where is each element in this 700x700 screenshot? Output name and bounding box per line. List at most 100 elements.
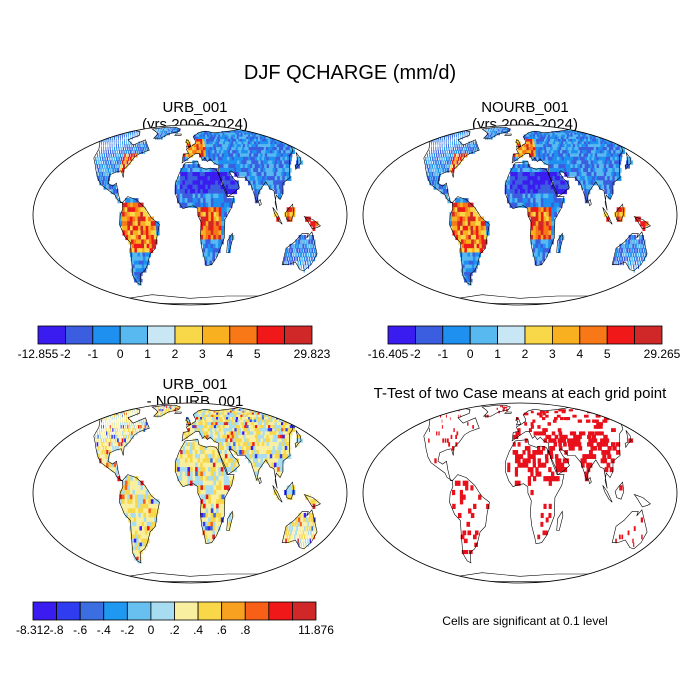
grid-cell	[107, 139, 109, 143]
grid-cell	[132, 489, 136, 496]
grid-cell	[540, 234, 544, 241]
grid-cell	[553, 202, 558, 208]
grid-cell	[247, 156, 252, 162]
grid-cell	[565, 153, 570, 158]
grid-cell	[133, 412, 135, 416]
grid-cell	[416, 132, 420, 136]
grid-cell	[174, 406, 176, 409]
grid-cell	[579, 150, 585, 155]
grid-cell	[187, 462, 191, 468]
grid-cell	[202, 471, 207, 477]
grid-cell	[102, 434, 104, 440]
grid-cell	[463, 268, 468, 273]
grid-cell	[205, 136, 209, 140]
grid-cell	[126, 431, 129, 436]
grid-cell	[296, 136, 303, 140]
grid-cell	[129, 134, 131, 138]
grid-cell	[276, 412, 282, 416]
grid-cell	[187, 147, 191, 151]
grid-cell	[208, 417, 212, 421]
grid-cell	[599, 132, 606, 136]
grid-cell	[231, 419, 236, 423]
grid-cell	[538, 202, 542, 208]
grid-cell	[195, 198, 199, 204]
grid-cell	[456, 132, 458, 136]
grid-cell	[103, 409, 106, 412]
grid-cell	[129, 156, 132, 162]
grid-cell	[222, 414, 227, 418]
grid-cell	[552, 141, 557, 145]
grid-cell	[434, 168, 437, 173]
grid-cell	[258, 431, 263, 436]
grid-cell	[203, 489, 207, 496]
grid-cell	[419, 134, 422, 138]
grid-cell	[109, 438, 112, 443]
grid-cell	[279, 136, 285, 140]
grid-cell	[193, 414, 197, 418]
grid-cell	[160, 414, 163, 418]
grid-cell	[526, 139, 529, 143]
grid-cell	[196, 428, 200, 433]
grid-cell	[279, 168, 285, 173]
grid-cell	[259, 434, 264, 440]
grid-cell	[216, 147, 220, 151]
grid-cell	[537, 243, 541, 249]
grid-cell	[99, 410, 102, 414]
grid-cell	[92, 132, 95, 136]
grid-cell	[530, 207, 534, 213]
grid-cell	[621, 134, 628, 138]
grid-cell	[618, 136, 625, 140]
grid-cell	[200, 147, 204, 151]
grid-cell	[461, 153, 463, 158]
grid-cell	[627, 239, 631, 245]
grid-cell	[205, 198, 209, 204]
grid-cell	[599, 164, 604, 169]
grid-cell	[185, 450, 189, 455]
grid-cell	[542, 256, 546, 262]
grid-cell	[443, 131, 446, 134]
grid-cell	[255, 153, 260, 158]
grid-cell	[121, 438, 124, 443]
grid-cell	[597, 176, 602, 181]
grid-cell	[520, 168, 524, 173]
grid-cell	[554, 168, 558, 173]
grid-cell	[310, 221, 314, 227]
grid-cell	[426, 164, 429, 169]
grid-cell	[273, 164, 279, 169]
grid-cell	[204, 132, 208, 136]
grid-cell	[240, 442, 245, 447]
grid-cell	[252, 434, 257, 440]
grid-cell	[303, 234, 307, 241]
grid-cell	[436, 134, 439, 138]
grid-cell	[128, 144, 130, 148]
grid-cell	[209, 168, 213, 173]
grid-cell	[167, 127, 169, 130]
grid-cell	[156, 412, 158, 416]
grid-cell	[171, 405, 174, 408]
grid-cell	[550, 134, 554, 138]
grid-cell	[254, 150, 259, 155]
grid-cell	[223, 164, 228, 169]
grid-cell	[163, 129, 165, 132]
grid-cell	[575, 168, 580, 173]
grid-cell	[113, 184, 117, 190]
grid-cell	[140, 256, 145, 262]
grid-cell	[127, 216, 131, 222]
grid-cell	[532, 131, 536, 134]
grid-cell	[142, 221, 147, 227]
grid-cell	[436, 164, 438, 169]
grid-cell	[179, 467, 183, 473]
grid-cell	[177, 193, 181, 199]
grid-cell	[120, 164, 123, 169]
grid-cell	[200, 139, 203, 143]
grid-cell	[483, 225, 487, 231]
grid-cell	[205, 499, 209, 505]
grid-cell	[97, 153, 99, 158]
coastline-scandinavia-iceland	[173, 133, 182, 136]
grid-cell	[433, 150, 435, 155]
grid-cell	[268, 184, 273, 190]
grid-cell	[202, 144, 206, 148]
grid-cell	[244, 406, 250, 409]
grid-cell	[150, 225, 155, 231]
grid-cell	[120, 442, 123, 447]
